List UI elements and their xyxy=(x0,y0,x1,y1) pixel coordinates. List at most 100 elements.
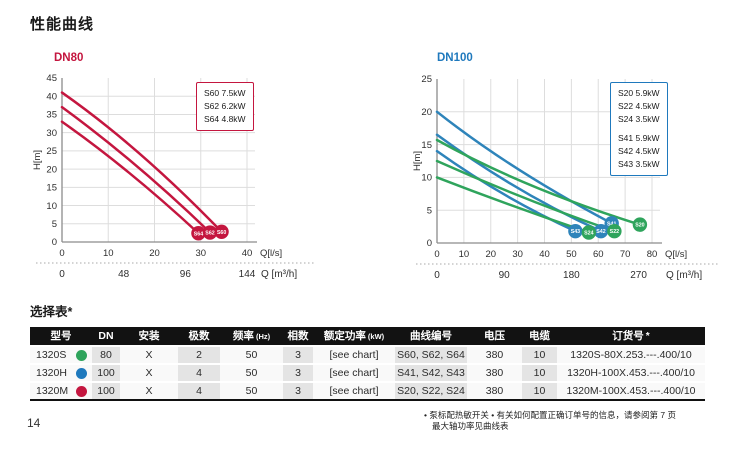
curve-S64 xyxy=(60,120,200,235)
secondary-x-ticks: 0 48 96 144 xyxy=(59,269,256,280)
legend-item: S42 4.5kW xyxy=(618,146,660,156)
svg-text:S24: S24 xyxy=(584,231,593,237)
cell-1320M-1: 100 xyxy=(92,383,120,399)
svg-text:50: 50 xyxy=(566,249,577,260)
svg-text:S62: S62 xyxy=(205,231,214,237)
table-row-1320S: 1320S 80 X 2 50 3 [see chart] S60, S62, S64 380 1… xyxy=(30,347,705,363)
svg-text:10: 10 xyxy=(459,249,470,260)
svg-text:70: 70 xyxy=(620,249,631,260)
column-header-2: 安装 xyxy=(138,330,160,342)
model-color-dot xyxy=(76,385,87,397)
y-axis-label: H[m] xyxy=(32,150,43,170)
cell-1320S-8: 380 xyxy=(467,347,522,363)
legend-item: S64 4.8kW xyxy=(204,114,246,124)
cell-1320M-10: 1320M-100X.453.---.400/10 xyxy=(557,383,705,399)
curve-S20 xyxy=(435,138,642,226)
svg-text:40: 40 xyxy=(242,248,253,259)
column-header-5: 相数 xyxy=(287,330,309,342)
cell-1320M-3: 4 xyxy=(178,383,220,399)
chart-title: DN80 xyxy=(54,52,83,64)
cell-1320M-4: 50 xyxy=(220,383,283,399)
endpoint-S42 xyxy=(593,223,609,239)
svg-text:0: 0 xyxy=(427,238,432,249)
svg-text:S64: S64 xyxy=(194,231,203,237)
cell-1320S-9: 10 xyxy=(522,347,557,363)
svg-text:0: 0 xyxy=(434,270,440,281)
model-color-dot xyxy=(76,349,87,361)
svg-text:40: 40 xyxy=(539,249,550,260)
svg-text:15: 15 xyxy=(421,140,432,151)
legend-item: S20 5.9kW xyxy=(618,88,660,98)
endpoint-S20 xyxy=(632,217,648,232)
endpoint-S64 xyxy=(191,226,206,241)
svg-text:S43: S43 xyxy=(571,229,580,235)
chart-dn100: DN100 0 5 10 15 20 25 H[m] 0 10 20 30 40 50 60 70 80 Q[l/… xyxy=(410,48,733,300)
chart-title: DN100 xyxy=(437,52,473,64)
svg-text:10: 10 xyxy=(103,248,114,259)
chart-legend: S60 7.5kW S62 6.2kW S64 4.8kW xyxy=(196,82,254,131)
column-header-3: 极数 xyxy=(188,330,210,342)
cell-1320S-4: 50 xyxy=(220,347,283,363)
table-header-row: 型号 DN 安装 极数 频率 (Hz) 相数 额定功率 (kW) 曲线编号 电压 电缆 订货号 * xyxy=(30,327,705,345)
svg-text:30: 30 xyxy=(46,128,57,139)
x-axis-ticks: 0 10 20 30 40 50 60 70 80 xyxy=(434,249,657,260)
column-header-0: 型号 xyxy=(50,330,72,342)
svg-text:20: 20 xyxy=(421,107,432,118)
footnote-line-2: 最大轴功率见曲线表 xyxy=(432,421,509,431)
table-row-1320H: 1320H 100 X 4 50 3 [see chart] S41, S42, S43 380… xyxy=(30,365,705,381)
svg-text:80: 80 xyxy=(647,249,658,260)
selection-table: 型号 DN 安装 极数 频率 (Hz) 相数 额定功率 (kW) 曲线编号 电压 电缆 订货号 * 13… xyxy=(30,327,705,401)
cell-1320S-2: X xyxy=(120,347,178,363)
footnote-line-1: • 泵标配热敏开关 • 有关如何配置正确订单号的信息，请参阅第 7 页 xyxy=(424,410,676,420)
legend-item: S22 4.5kW xyxy=(618,101,660,111)
svg-text:S22: S22 xyxy=(610,229,619,235)
chart-legend: S20 5.9kW S22 4.5kW S24 3.5kW S41 5.9kW S42 … xyxy=(610,82,668,176)
table-row-1320M: 1320M 100 X 4 50 3 [see chart] S20, S22, S24 380… xyxy=(30,383,705,399)
secondary-x-axis-label: Q [m³/h] xyxy=(666,270,702,281)
model-label: 1320M xyxy=(36,385,69,397)
cell-1320M-7: S20, S22, S24 xyxy=(395,383,467,399)
footnote: • 泵标配热敏开关 • 有关如何配置正确订单号的信息，请参阅第 7 页 最大轴功… xyxy=(424,410,676,432)
cell-1320S-10: 1320S-80X.253.---.400/10 xyxy=(557,347,705,363)
cell-1320M-8: 380 xyxy=(467,383,522,399)
svg-text:0: 0 xyxy=(59,269,65,280)
svg-text:5: 5 xyxy=(427,205,432,216)
curves xyxy=(60,91,223,235)
cell-1320M-5: 3 xyxy=(283,383,313,399)
legend-item: S43 3.5kW xyxy=(618,159,660,169)
endpoint-S24 xyxy=(581,225,597,240)
cell-1320M-9: 10 xyxy=(522,383,557,399)
cell-1320H-1: 100 xyxy=(92,365,120,381)
endpoint-S22 xyxy=(607,223,622,239)
curve-S42 xyxy=(435,133,603,233)
model-cell: 1320M xyxy=(30,383,92,399)
column-header-7: 曲线编号 xyxy=(410,330,452,342)
curve-S22 xyxy=(435,159,616,233)
endpoint-S43 xyxy=(568,223,583,239)
svg-text:40: 40 xyxy=(46,91,57,102)
page-number: 14 xyxy=(27,416,41,430)
svg-text:35: 35 xyxy=(46,110,57,121)
svg-text:0: 0 xyxy=(434,249,439,260)
model-label: 1320H xyxy=(36,367,67,379)
model-label: 1320S xyxy=(36,349,67,361)
y-axis-ticks: 0 5 10 15 20 25 30 35 40 45 xyxy=(46,73,57,248)
cell-1320S-3: 2 xyxy=(178,347,220,363)
column-header-9: 电缆 xyxy=(529,330,550,342)
legend-item: S62 6.2kW xyxy=(204,101,246,111)
svg-text:S60: S60 xyxy=(217,230,226,236)
cell-1320H-3: 4 xyxy=(178,365,220,381)
x-axis-label: Q[l/s] xyxy=(260,248,282,259)
chart-canvas: DN80 0 5 10 15 20 25 30 35 40 45 H[m] 0 10 20 30 40 Q[l/s… xyxy=(32,52,316,280)
svg-text:0: 0 xyxy=(52,237,57,248)
cell-1320H-5: 3 xyxy=(283,365,313,381)
cell-1320S-1: 80 xyxy=(92,347,120,363)
cell-1320H-8: 380 xyxy=(467,365,522,381)
cell-1320M-2: X xyxy=(120,383,178,399)
x-axis-ticks: 0 10 20 30 40 xyxy=(59,248,252,259)
curve-S41 xyxy=(435,110,613,225)
cell-1320S-6: [see chart] xyxy=(313,347,395,363)
cell-1320M-6: [see chart] xyxy=(313,383,395,399)
